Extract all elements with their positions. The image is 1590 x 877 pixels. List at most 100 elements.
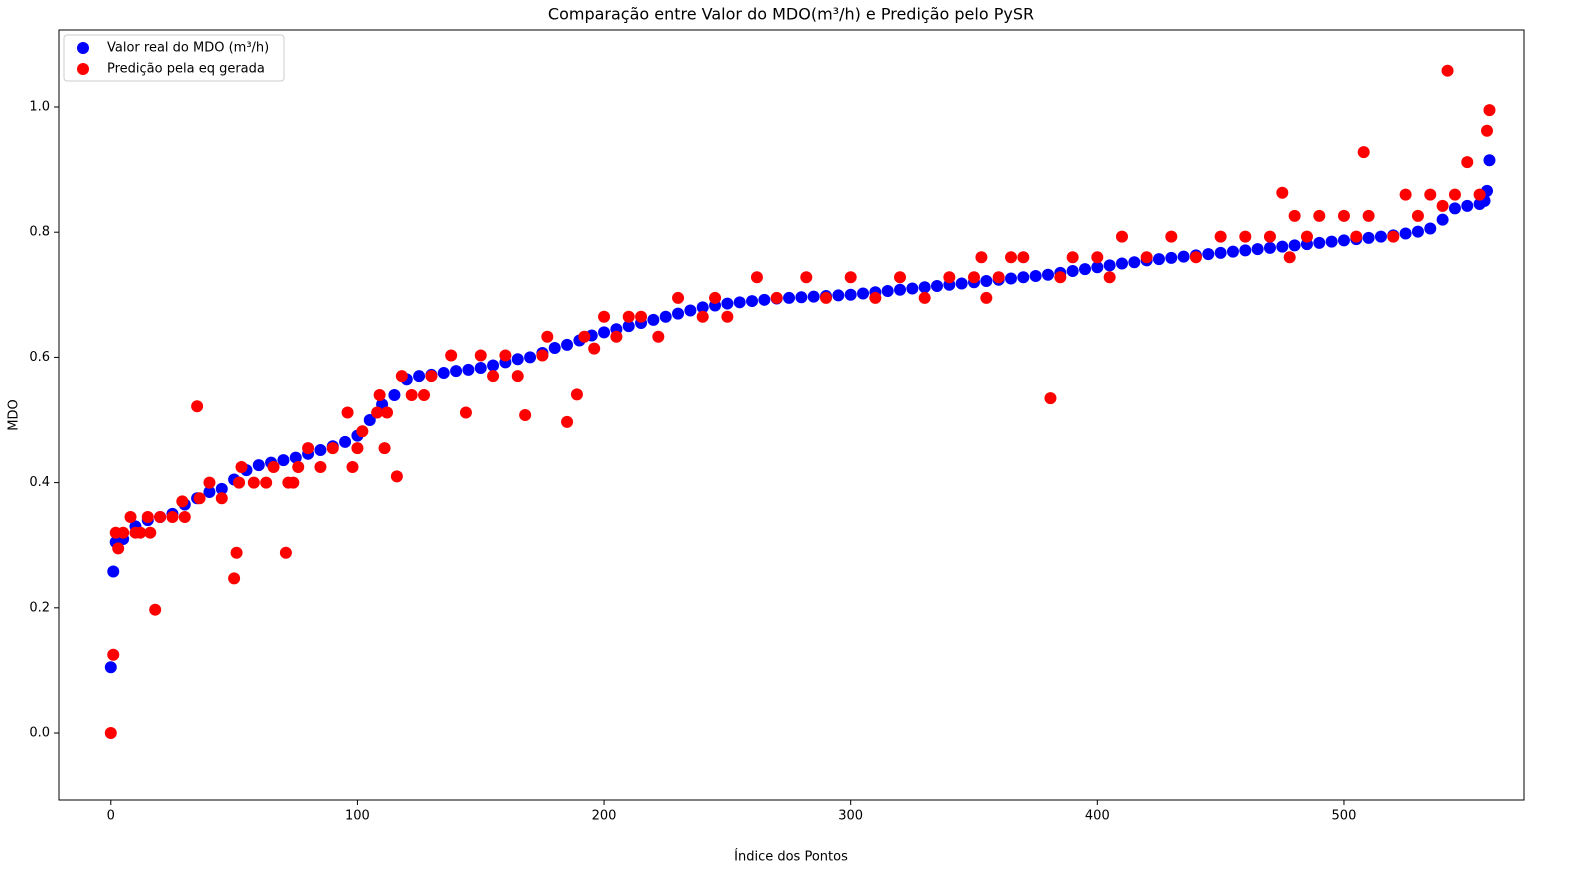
point — [519, 409, 532, 421]
point — [215, 492, 228, 505]
legend-label: Valor real do MDO (m³/h) — [107, 41, 269, 56]
point — [314, 444, 327, 457]
point — [267, 460, 280, 473]
point — [1214, 230, 1227, 243]
point — [1337, 209, 1350, 222]
point — [622, 320, 635, 333]
point — [346, 460, 359, 473]
point — [894, 271, 907, 284]
x-axis-label: Índice dos Pontos — [734, 849, 848, 865]
point — [474, 362, 487, 375]
point — [191, 400, 204, 413]
point — [931, 280, 944, 293]
point — [800, 271, 813, 284]
point — [1066, 265, 1079, 278]
point — [578, 330, 591, 343]
point — [277, 454, 290, 467]
point — [395, 370, 408, 383]
point — [1436, 213, 1449, 226]
point — [203, 486, 216, 498]
point — [536, 349, 549, 362]
point — [176, 495, 189, 508]
point — [758, 293, 771, 306]
point — [1177, 250, 1190, 263]
point — [672, 291, 685, 304]
point — [260, 476, 273, 489]
point — [1017, 271, 1030, 284]
point — [684, 304, 697, 317]
point — [832, 289, 845, 302]
point — [134, 526, 147, 539]
point — [635, 310, 648, 323]
point — [746, 295, 759, 308]
point — [511, 370, 524, 383]
point — [112, 542, 125, 555]
y-tick-label: 0.6 — [29, 350, 50, 365]
point — [341, 406, 354, 419]
point — [1399, 227, 1412, 240]
point — [1140, 251, 1153, 264]
point — [733, 296, 746, 309]
point — [1103, 271, 1116, 284]
point — [235, 460, 248, 473]
point — [647, 313, 660, 326]
point — [166, 511, 179, 524]
point — [1276, 240, 1289, 253]
point — [869, 291, 882, 304]
point — [104, 661, 117, 674]
x-tick-label: 500 — [1332, 809, 1357, 824]
point — [721, 297, 734, 310]
point — [107, 648, 120, 661]
point — [783, 291, 796, 304]
point — [807, 290, 820, 303]
point — [233, 476, 246, 489]
point — [992, 271, 1005, 284]
point — [1226, 245, 1239, 258]
point — [124, 511, 137, 524]
point — [1300, 230, 1313, 243]
point — [1441, 64, 1454, 77]
point — [1263, 241, 1276, 254]
point — [474, 349, 487, 362]
point — [1078, 263, 1091, 276]
point — [857, 287, 870, 300]
point — [541, 330, 554, 343]
legend-label: Predição pela eq gerada — [107, 62, 265, 77]
point — [1017, 251, 1030, 264]
point — [499, 349, 512, 362]
point — [425, 370, 438, 383]
point — [968, 271, 981, 284]
point — [770, 291, 783, 304]
point — [588, 342, 601, 355]
point — [279, 546, 292, 559]
point — [1483, 104, 1496, 117]
point — [709, 291, 722, 304]
point — [1239, 230, 1252, 243]
point — [1005, 251, 1018, 264]
point — [203, 476, 216, 489]
x-tick-label: 300 — [838, 809, 863, 824]
point — [141, 511, 154, 524]
point — [302, 442, 315, 455]
point — [1350, 230, 1363, 243]
point — [154, 511, 167, 524]
point — [144, 526, 157, 539]
point — [1054, 271, 1067, 284]
point — [906, 282, 919, 295]
point — [598, 310, 611, 323]
point — [1214, 246, 1227, 259]
point — [1005, 272, 1018, 285]
point — [450, 365, 463, 378]
point — [943, 271, 956, 284]
point — [1313, 209, 1326, 222]
point — [363, 414, 376, 427]
point — [1374, 230, 1387, 243]
point — [721, 310, 734, 323]
point — [230, 546, 243, 559]
y-axis-label: MDO — [7, 399, 22, 430]
y-tick-label: 0.8 — [29, 225, 50, 240]
x-tick-label: 100 — [345, 809, 370, 824]
point — [548, 342, 561, 355]
point — [955, 277, 968, 290]
